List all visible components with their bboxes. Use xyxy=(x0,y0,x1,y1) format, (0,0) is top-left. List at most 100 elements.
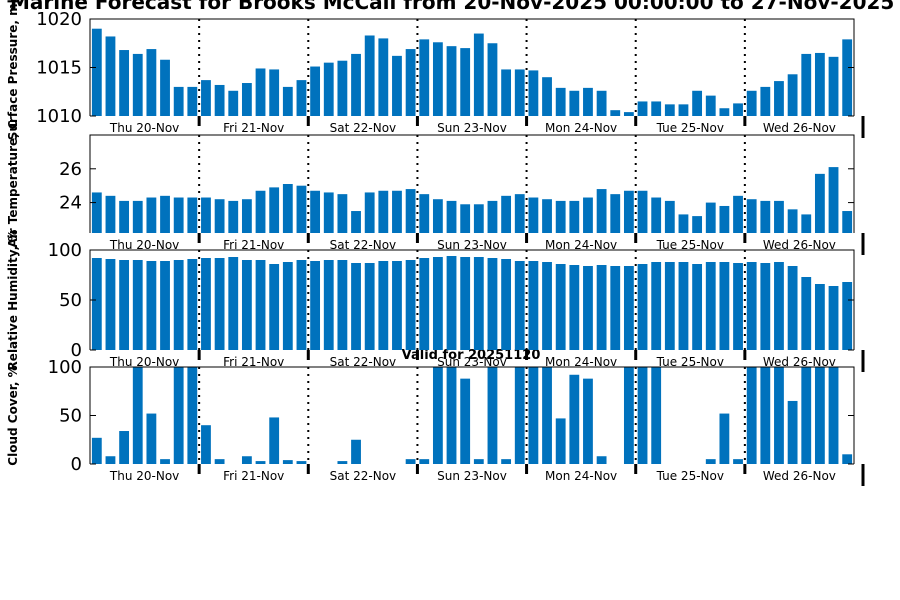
bar xyxy=(378,261,389,350)
bar xyxy=(828,167,839,233)
bar xyxy=(760,86,771,116)
bar xyxy=(705,262,716,350)
bar xyxy=(432,199,443,233)
bar xyxy=(746,262,757,350)
bar xyxy=(487,200,498,233)
day-label: Tue 25-Nov xyxy=(656,469,724,483)
bar xyxy=(583,197,593,233)
bar xyxy=(214,199,225,233)
day-label: Thu 20-Nov xyxy=(109,121,179,135)
y-axis-label: Cloud Cover, % xyxy=(6,365,20,465)
bar xyxy=(460,204,471,233)
bar xyxy=(160,59,170,116)
bar xyxy=(814,367,825,464)
bar xyxy=(528,197,539,233)
bar xyxy=(487,258,498,350)
bar xyxy=(501,459,512,464)
bar xyxy=(201,258,211,350)
bar xyxy=(446,367,457,464)
bar xyxy=(610,194,621,233)
bar xyxy=(692,90,703,116)
bar xyxy=(310,261,321,350)
bar xyxy=(774,81,784,116)
bar xyxy=(105,195,116,233)
bar xyxy=(132,53,143,116)
bar xyxy=(91,28,102,117)
bar xyxy=(801,53,812,116)
y-tick-label: 0 xyxy=(71,454,82,475)
bar xyxy=(651,262,662,350)
bar xyxy=(351,263,361,350)
day-label: Wed 26-Nov xyxy=(763,469,836,483)
y-axis-label: Air Temperature, C xyxy=(6,120,20,248)
bar xyxy=(214,258,225,350)
bar xyxy=(637,367,648,464)
bar xyxy=(460,48,471,116)
day-label: Wed 26-Nov xyxy=(763,121,836,135)
bar xyxy=(351,53,361,116)
bar xyxy=(528,70,539,116)
bar xyxy=(432,367,443,464)
bar xyxy=(214,84,225,116)
bar xyxy=(460,257,471,350)
bar xyxy=(719,205,730,233)
bar xyxy=(760,200,771,233)
y-tick-label: 1015 xyxy=(36,58,82,79)
bar xyxy=(392,261,402,350)
bar xyxy=(255,190,266,233)
bar xyxy=(228,90,239,116)
bar xyxy=(432,257,443,350)
bar xyxy=(446,200,457,233)
bar xyxy=(542,77,552,116)
y-tick-label: 1020 xyxy=(36,9,82,30)
day-label: Tue 25-Nov xyxy=(656,121,724,135)
bar xyxy=(719,413,730,464)
y-tick-label: 24 xyxy=(59,193,82,214)
bar xyxy=(364,263,375,350)
bar xyxy=(719,262,730,350)
day-label: Mon 24-Nov xyxy=(545,121,617,135)
bar xyxy=(664,104,675,116)
day-label: Mon 24-Nov xyxy=(545,238,617,252)
bar xyxy=(282,86,293,116)
bar xyxy=(637,190,648,233)
bar xyxy=(473,459,484,464)
bar xyxy=(596,189,607,233)
bar xyxy=(269,417,280,464)
bar xyxy=(569,265,580,350)
bar xyxy=(514,194,525,233)
bar xyxy=(405,49,416,116)
bar xyxy=(419,194,430,233)
bar xyxy=(337,60,348,116)
bar xyxy=(269,264,280,350)
bar xyxy=(555,264,566,350)
bar xyxy=(487,367,498,464)
bar xyxy=(119,200,130,233)
bar xyxy=(91,192,102,233)
bar xyxy=(187,86,198,116)
day-label: Fri 21-Nov xyxy=(223,355,284,369)
bar xyxy=(392,55,402,116)
bar xyxy=(201,425,211,464)
bar xyxy=(146,261,157,350)
bar xyxy=(241,199,252,233)
bar xyxy=(392,190,402,233)
bar xyxy=(296,461,307,464)
bar xyxy=(692,216,703,233)
axes-frame xyxy=(89,134,855,233)
bar xyxy=(173,367,184,464)
bar xyxy=(364,192,375,233)
bar xyxy=(473,33,484,116)
bar xyxy=(542,199,552,233)
bar xyxy=(282,460,293,464)
bar xyxy=(351,439,361,464)
day-label: Mon 24-Nov xyxy=(545,355,617,369)
bar xyxy=(105,259,116,350)
bar xyxy=(473,257,484,350)
bar xyxy=(801,277,812,350)
bar xyxy=(678,104,689,116)
bar xyxy=(146,49,157,116)
bar xyxy=(296,185,307,233)
bar xyxy=(187,197,198,233)
bar xyxy=(201,197,211,233)
